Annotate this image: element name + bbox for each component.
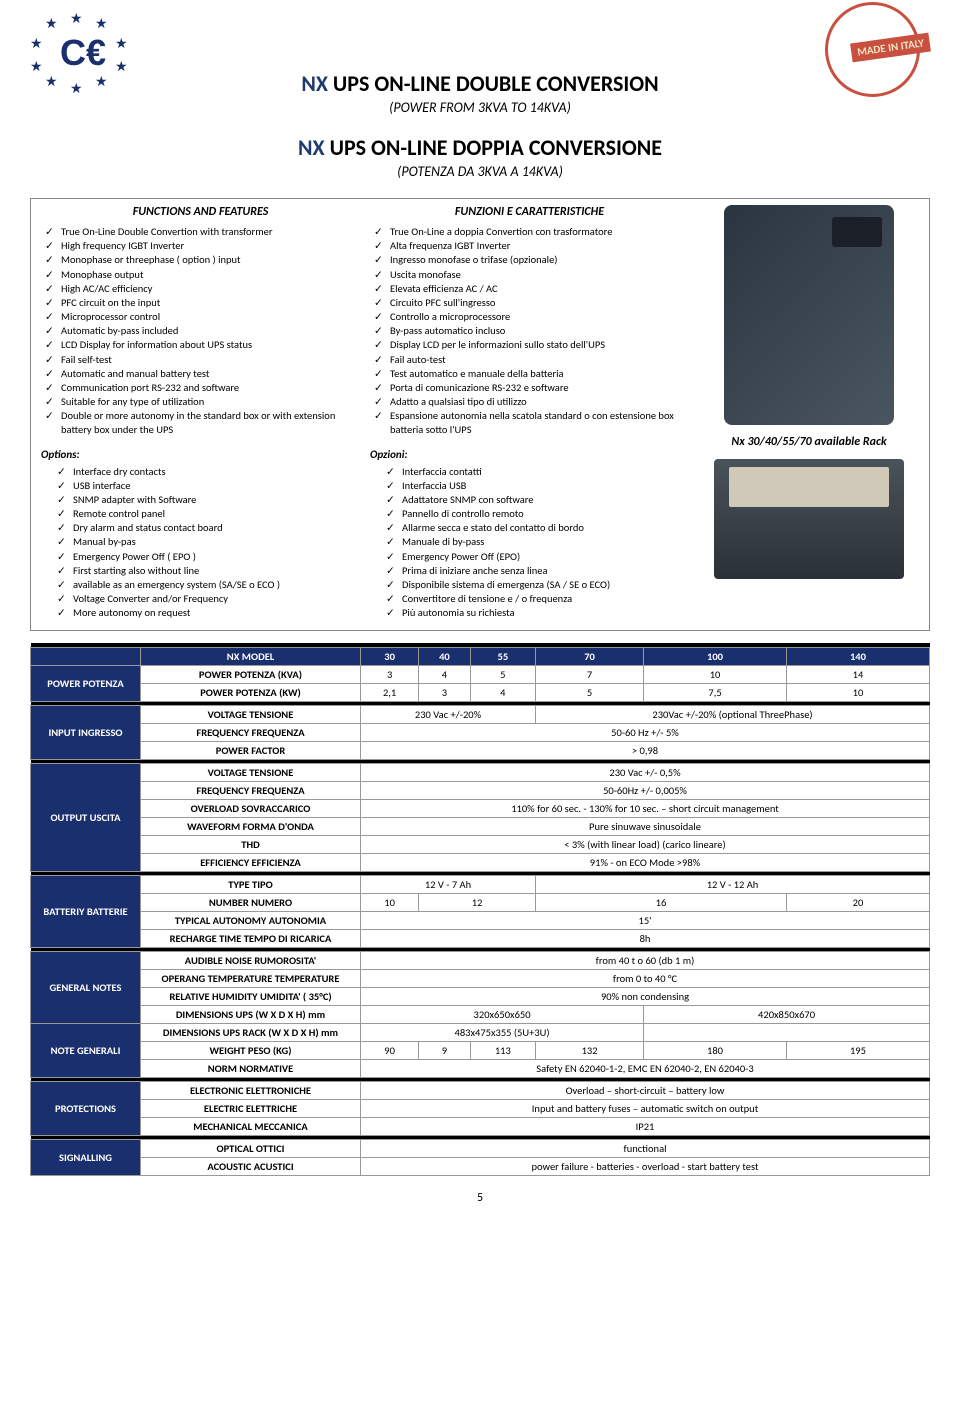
- spec-table: NX MODEL 30 40 55 70 100 140 POWER POTEN…: [30, 643, 930, 1176]
- feature-item: True On-Line Double Convertion with tran…: [45, 225, 360, 239]
- feature-item: Dry alarm and status contact board: [57, 521, 360, 535]
- feature-item: Ingresso monofase o trifase (opzionale): [374, 253, 689, 267]
- made-in-italy-badge: MADE IN ITALY: [810, 10, 930, 90]
- feature-item: By-pass automatico incluso: [374, 324, 689, 338]
- feature-item: Controllo a microprocessore: [374, 310, 689, 324]
- feature-item: Suitable for any type of utilization: [45, 395, 360, 409]
- feature-item: Remote control panel: [57, 507, 360, 521]
- feature-item: True On-Line a doppia Convertion con tra…: [374, 225, 689, 239]
- feature-item: Interfaccia USB: [386, 479, 689, 493]
- feature-item: Interface dry contacts: [57, 465, 360, 479]
- feature-item: Uscita monofase: [374, 268, 689, 282]
- feature-item: Fail auto-test: [374, 353, 689, 367]
- feature-item: Manual by-pas: [57, 535, 360, 549]
- feature-item: Automatic by-pass included: [45, 324, 360, 338]
- page-number: 5: [30, 1191, 930, 1205]
- feature-item: available as an emergency system (SA/SE …: [57, 578, 360, 592]
- ce-logo: ★ ★ ★ ★ ★ ★ ★ ★ ★ ★ C€: [30, 10, 140, 85]
- general-section: GENERAL NOTES: [31, 951, 141, 1023]
- feature-item: Più autonomia su richiesta: [386, 606, 689, 620]
- titles: NX UPS ON-LINE DOUBLE CONVERSION (POWER …: [30, 70, 930, 180]
- feature-item: Monophase or threephase ( option ) input: [45, 253, 360, 267]
- feature-item: Microprocessor control: [45, 310, 360, 324]
- protections-section: PROTECTIONS: [31, 1081, 141, 1135]
- options-heading-en: Options:: [41, 448, 360, 461]
- ups-tower-image: [724, 205, 894, 425]
- feature-item: Emergency Power Off ( EPO ): [57, 550, 360, 564]
- feature-item: Disponibile sistema di emergenza (SA / S…: [386, 578, 689, 592]
- feature-item: SNMP adapter with Software: [57, 493, 360, 507]
- feature-item: Interfaccia contatti: [386, 465, 689, 479]
- feature-item: PFC circuit on the input: [45, 296, 360, 310]
- feature-item: High AC/AC efficiency: [45, 282, 360, 296]
- feature-item: High frequency IGBT Inverter: [45, 239, 360, 253]
- feature-item: First starting also without line: [57, 564, 360, 578]
- title-it: NX UPS ON-LINE DOPPIA CONVERSIONE: [30, 134, 930, 161]
- feature-item: Monophase output: [45, 268, 360, 282]
- features-heading-en: FUNCTIONS AND FEATURES: [41, 205, 360, 219]
- feature-item: Elevata efficienza AC / AC: [374, 282, 689, 296]
- product-images: Nx 30/40/55/70 available Rack: [699, 205, 919, 620]
- title-en: NX UPS ON-LINE DOUBLE CONVERSION: [30, 70, 930, 97]
- feature-item: Emergency Power Off (EPO): [386, 550, 689, 564]
- feature-item: Fail self-test: [45, 353, 360, 367]
- feature-item: Allarme secca e stato del contatto di bo…: [386, 521, 689, 535]
- features-col-it: FUNZIONI E CARATTERISTICHE True On-Line …: [370, 205, 689, 620]
- feature-item: USB interface: [57, 479, 360, 493]
- feature-item: Convertitore di tensione e / o frequenza: [386, 592, 689, 606]
- feature-item: Display LCD per le informazioni sullo st…: [374, 338, 689, 352]
- feature-item: Circuito PFC sull'ingresso: [374, 296, 689, 310]
- feature-item: Test automatico e manuale della batteria: [374, 367, 689, 381]
- feature-item: Communication port RS-232 and software: [45, 381, 360, 395]
- options-heading-it: Opzioni:: [370, 448, 689, 461]
- features-box: FUNCTIONS AND FEATURES True On-Line Doub…: [30, 198, 930, 631]
- features-heading-it: FUNZIONI E CARATTERISTICHE: [370, 205, 689, 219]
- feature-item: Porta di comunicazione RS-232 e software: [374, 381, 689, 395]
- feature-item: Manuale di by-pass: [386, 535, 689, 549]
- model-label: NX MODEL: [141, 647, 361, 665]
- feature-item: Automatic and manual battery test: [45, 367, 360, 381]
- feature-item: More autonomy on request: [57, 606, 360, 620]
- feature-item: Prima di iniziare anche senza linea: [386, 564, 689, 578]
- features-col-en: FUNCTIONS AND FEATURES True On-Line Doub…: [41, 205, 360, 620]
- feature-item: Adattatore SNMP con software: [386, 493, 689, 507]
- battery-section: BATTERIY BATTERIE: [31, 875, 141, 947]
- feature-item: Pannello di controllo remoto: [386, 507, 689, 521]
- rack-label: Nx 30/40/55/70 available Rack: [731, 435, 886, 449]
- input-section: INPUT INGRESSO: [31, 705, 141, 759]
- feature-item: Voltage Converter and/or Frequency: [57, 592, 360, 606]
- feature-item: Double or more autonomy in the standard …: [45, 409, 360, 437]
- feature-item: LCD Display for information about UPS st…: [45, 338, 360, 352]
- output-section: OUTPUT USCITA: [31, 763, 141, 871]
- ups-rack-image: [714, 459, 904, 579]
- note-section: NOTE GENERALI: [31, 1023, 141, 1077]
- feature-item: Alta frequenza IGBT Inverter: [374, 239, 689, 253]
- signalling-section: SIGNALLING: [31, 1139, 141, 1175]
- power-section: POWER POTENZA: [31, 665, 141, 701]
- feature-item: Adatto a qualsiasi tipo di utilizzo: [374, 395, 689, 409]
- subtitle-en: (POWER FROM 3KVA TO 14KVA): [30, 99, 930, 116]
- subtitle-it: (POTENZA DA 3KVA A 14KVA): [30, 163, 930, 180]
- feature-item: Espansione autonomia nella scatola stand…: [374, 409, 689, 437]
